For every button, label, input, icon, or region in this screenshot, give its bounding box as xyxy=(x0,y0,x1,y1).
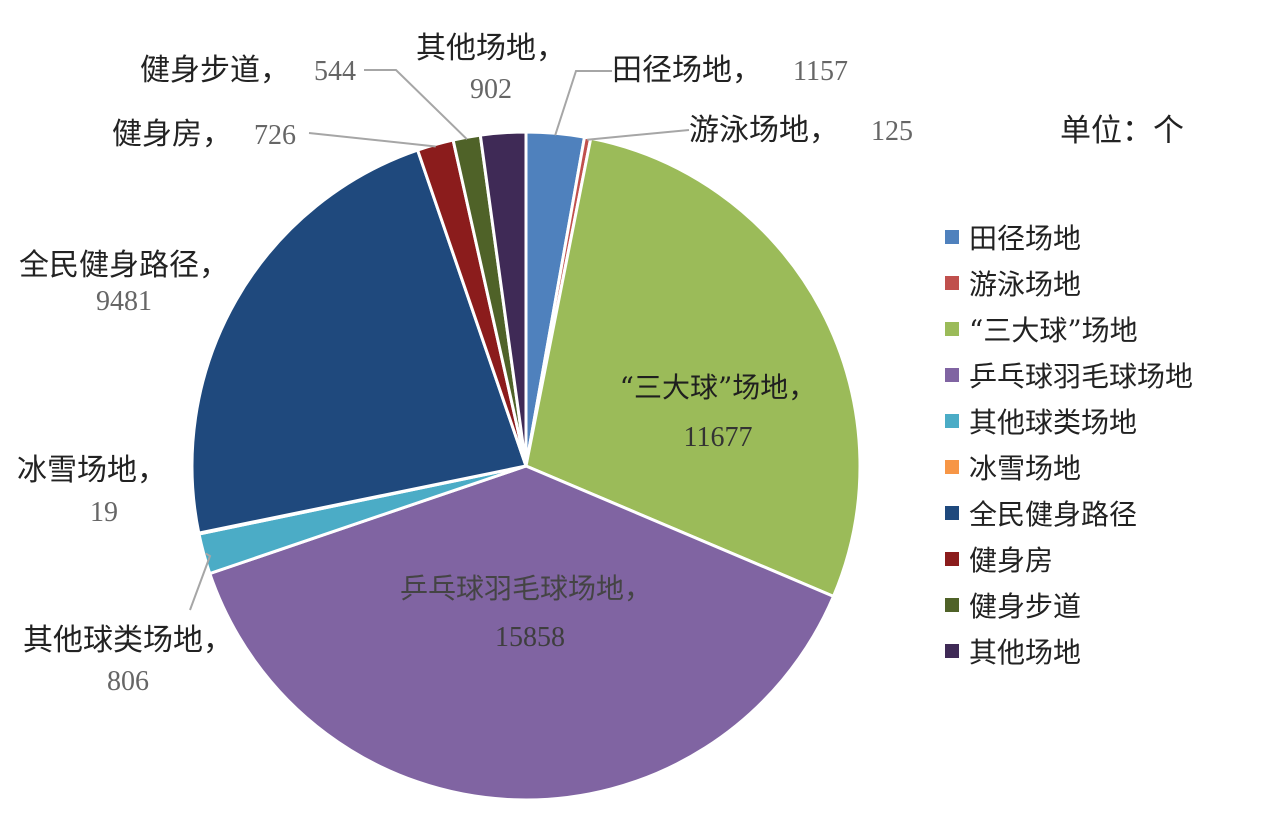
legend-swatch-9 xyxy=(945,598,959,612)
slice-7-value: 9481 xyxy=(96,286,152,317)
slice-7-label: 全民健身路径， xyxy=(19,248,229,283)
legend-swatch-4 xyxy=(945,368,959,382)
slice-3-wedge xyxy=(524,136,862,599)
slice-4-value: 15858 xyxy=(495,622,565,653)
slice-4-wedge xyxy=(207,464,836,802)
slice-9-leader-line xyxy=(364,69,468,140)
slice-8-value: 726 xyxy=(254,120,296,151)
slice-10-value: 902 xyxy=(470,74,512,105)
slice-9-label: 健身步道， xyxy=(140,53,290,88)
legend-swatch-8 xyxy=(945,552,959,566)
legend-label-9: 健身步道 xyxy=(969,590,1081,623)
legend-label-5: 其他球类场地 xyxy=(969,406,1137,439)
slice-2-value: 125 xyxy=(871,116,913,147)
leader-lines xyxy=(189,69,690,611)
slice-2-leader-line xyxy=(587,129,690,141)
slice-10-label: 其他场地， xyxy=(416,31,566,66)
slice-1-label: 田径场地， xyxy=(612,53,762,88)
legend-label-10: 其他场地 xyxy=(969,636,1081,669)
slice-7-wedge xyxy=(190,148,528,535)
legend-label-4: 乒乓球羽毛球场地 xyxy=(969,360,1193,393)
slice-5-leader-line xyxy=(189,552,212,611)
pie-slices xyxy=(190,130,862,802)
slice-6-value: 19 xyxy=(90,497,118,528)
legend-swatch-1 xyxy=(945,230,959,244)
legend-label-3: “三大球”场地 xyxy=(969,314,1138,347)
legend-swatch-3 xyxy=(945,322,959,336)
legend-swatch-2 xyxy=(945,276,959,290)
legend-swatch-7 xyxy=(945,506,959,520)
slice-8-leader-line xyxy=(308,132,436,148)
slice-9-value: 544 xyxy=(314,56,356,87)
slice-1-leader-line xyxy=(554,70,612,136)
slice-3-value: 11677 xyxy=(684,422,753,453)
legend-label-1: 田径场地 xyxy=(969,222,1081,255)
slice-1-value: 1157 xyxy=(793,56,848,87)
legend-swatch-10 xyxy=(945,644,959,658)
slice-2-label: 游泳场地， xyxy=(689,113,839,148)
legend-swatch-5 xyxy=(945,414,959,428)
legend-label-7: 全民健身路径 xyxy=(969,498,1137,531)
legend-label-2: 游泳场地 xyxy=(969,268,1081,301)
slice-4-label: 乒乓球羽毛球场地， xyxy=(400,572,652,605)
slice-8-label: 健身房， xyxy=(112,117,232,152)
legend-swatch-6 xyxy=(945,460,959,474)
unit-label: 单位：个 xyxy=(1060,113,1184,149)
slice-5-value: 806 xyxy=(107,666,149,697)
slice-3-label: “三大球”场地， xyxy=(620,371,817,404)
legend-label-8: 健身房 xyxy=(969,544,1053,577)
legend-label-6: 冰雪场地 xyxy=(969,452,1081,485)
slice-labels: 田径场地， 1157 游泳场地， 125 “三大球”场地， 11677 乒乓球羽毛球场地， 1… xyxy=(17,31,913,697)
slice-6-label: 冰雪场地， xyxy=(17,453,167,488)
slice-5-label: 其他球类场地， xyxy=(23,623,233,658)
slice-10-wedge xyxy=(478,130,528,467)
